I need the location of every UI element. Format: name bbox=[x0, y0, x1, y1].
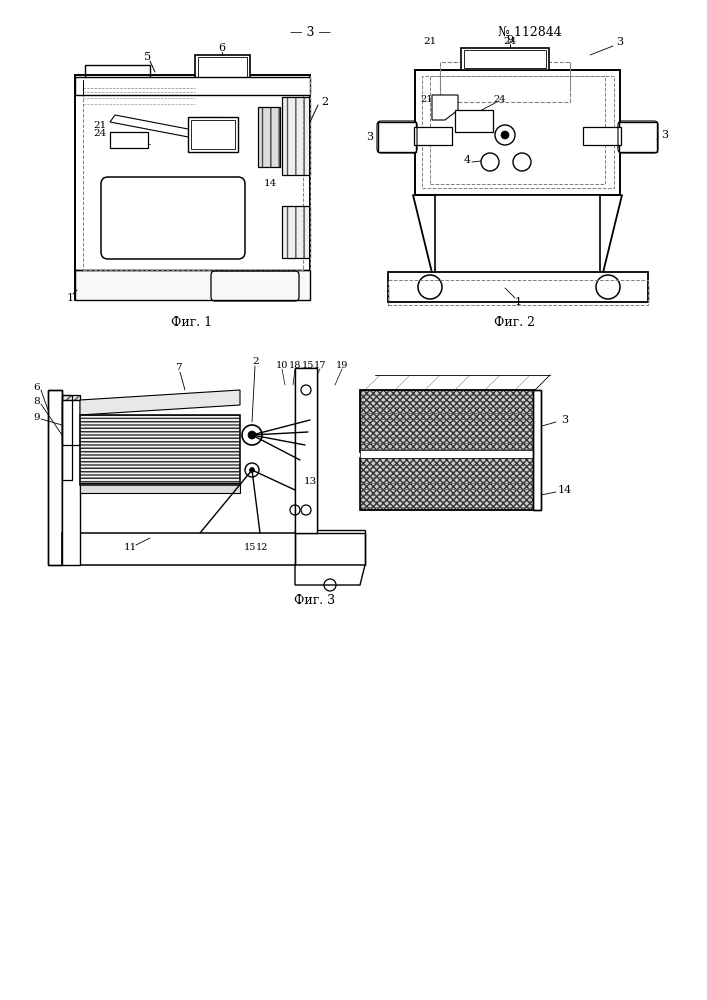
Bar bbox=[75, 77, 310, 95]
Bar bbox=[464, 50, 546, 68]
Text: 1: 1 bbox=[515, 297, 522, 307]
Bar bbox=[110, 132, 148, 148]
Bar bbox=[360, 458, 535, 510]
Bar bbox=[455, 110, 493, 132]
Bar bbox=[80, 483, 240, 493]
Circle shape bbox=[248, 431, 256, 439]
Bar bbox=[388, 280, 648, 305]
Text: 21: 21 bbox=[423, 37, 437, 46]
Text: 3: 3 bbox=[366, 132, 373, 142]
Text: № 112844: № 112844 bbox=[498, 25, 562, 38]
Text: 5: 5 bbox=[144, 52, 151, 62]
Bar bbox=[619, 122, 657, 152]
Bar bbox=[360, 458, 535, 510]
Bar bbox=[388, 272, 648, 302]
Text: 6: 6 bbox=[218, 43, 226, 53]
Bar bbox=[62, 395, 80, 445]
Bar bbox=[198, 57, 247, 78]
Bar bbox=[422, 76, 614, 188]
Text: 21: 21 bbox=[421, 96, 433, 104]
Text: 13: 13 bbox=[303, 478, 317, 487]
Bar bbox=[49, 392, 61, 563]
Bar bbox=[360, 390, 535, 452]
Bar bbox=[461, 48, 549, 70]
Text: 2: 2 bbox=[252, 358, 259, 366]
Text: 11: 11 bbox=[124, 544, 136, 552]
Text: 3: 3 bbox=[561, 415, 568, 425]
Bar bbox=[62, 400, 80, 565]
Text: 10: 10 bbox=[276, 360, 288, 369]
Bar bbox=[440, 62, 570, 102]
Bar bbox=[534, 392, 540, 508]
Text: Фиг. 2: Фиг. 2 bbox=[494, 316, 535, 328]
Text: 4: 4 bbox=[463, 155, 471, 165]
Bar bbox=[415, 70, 620, 195]
Bar bbox=[282, 206, 310, 258]
Text: 15: 15 bbox=[244, 544, 256, 552]
Text: 14: 14 bbox=[264, 180, 276, 188]
Text: 21: 21 bbox=[93, 120, 107, 129]
Text: 8: 8 bbox=[34, 397, 40, 406]
Polygon shape bbox=[295, 565, 365, 585]
Bar bbox=[80, 415, 240, 485]
Bar bbox=[583, 127, 621, 145]
Text: 14: 14 bbox=[558, 485, 572, 495]
Text: 24: 24 bbox=[493, 96, 506, 104]
Bar bbox=[48, 390, 62, 565]
Polygon shape bbox=[432, 95, 458, 120]
Polygon shape bbox=[110, 115, 235, 145]
Text: 1: 1 bbox=[66, 293, 74, 303]
Text: 17: 17 bbox=[314, 360, 326, 369]
Text: 6: 6 bbox=[34, 383, 40, 392]
Text: 19: 19 bbox=[336, 360, 348, 369]
Bar bbox=[75, 75, 310, 300]
Bar bbox=[414, 127, 452, 145]
Text: 18: 18 bbox=[289, 360, 301, 369]
Bar bbox=[282, 97, 310, 175]
Text: 24: 24 bbox=[503, 37, 517, 46]
Bar bbox=[360, 450, 535, 458]
Bar bbox=[62, 533, 362, 565]
Bar bbox=[195, 55, 250, 80]
Bar bbox=[258, 107, 280, 167]
Bar bbox=[295, 530, 365, 565]
Bar bbox=[295, 368, 317, 533]
Bar bbox=[435, 195, 600, 285]
Bar bbox=[62, 395, 72, 480]
Text: Фиг. 1: Фиг. 1 bbox=[171, 316, 213, 328]
Bar bbox=[378, 122, 416, 152]
Bar bbox=[282, 97, 310, 175]
Text: 2: 2 bbox=[322, 97, 329, 107]
Polygon shape bbox=[80, 390, 240, 415]
Bar bbox=[430, 76, 605, 184]
Text: 12: 12 bbox=[256, 544, 268, 552]
Bar bbox=[62, 395, 72, 480]
Bar bbox=[83, 82, 303, 270]
Bar bbox=[62, 395, 80, 445]
Bar bbox=[360, 390, 535, 452]
Bar bbox=[533, 390, 541, 510]
Bar bbox=[80, 415, 240, 485]
Text: 7: 7 bbox=[175, 363, 181, 372]
Text: 9: 9 bbox=[506, 35, 513, 45]
Text: 3: 3 bbox=[617, 37, 624, 47]
Bar bbox=[282, 206, 310, 258]
Bar bbox=[533, 390, 541, 510]
Bar bbox=[191, 120, 235, 149]
Bar bbox=[295, 368, 317, 533]
Text: 9: 9 bbox=[34, 412, 40, 422]
Text: Фиг. 3: Фиг. 3 bbox=[294, 593, 336, 606]
Bar bbox=[85, 65, 150, 80]
Bar bbox=[258, 107, 280, 167]
Text: 15: 15 bbox=[302, 360, 314, 369]
Text: 24: 24 bbox=[93, 129, 107, 138]
Circle shape bbox=[250, 468, 255, 473]
Bar bbox=[48, 390, 62, 565]
Text: — 3 —: — 3 — bbox=[289, 25, 330, 38]
Bar bbox=[188, 117, 238, 152]
Bar bbox=[75, 270, 310, 300]
Text: 3: 3 bbox=[662, 130, 669, 140]
Circle shape bbox=[501, 131, 509, 139]
